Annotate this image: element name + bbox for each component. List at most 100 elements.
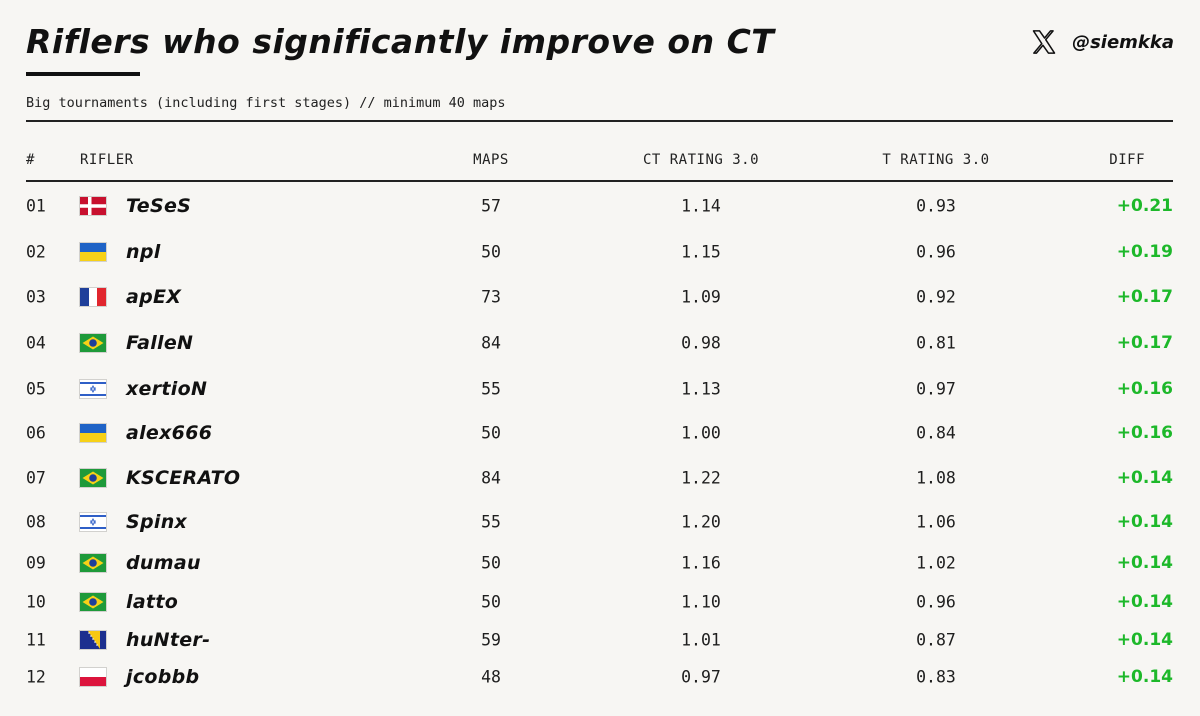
ct-rating-cell: 1.14 <box>681 196 721 216</box>
ct-rating-cell: 1.01 <box>681 630 721 650</box>
rank-cell: 09 <box>26 553 46 573</box>
diff-cell: +0.17 <box>1116 333 1173 353</box>
israel-flag-icon <box>80 512 106 531</box>
brazil-flag-icon <box>80 468 106 487</box>
table-row: 03 apEX 73 1.09 0.92 +0.17 <box>26 274 1173 320</box>
player-cell: jcobbb <box>80 666 199 688</box>
player-cell: dumau <box>80 552 201 574</box>
ukraine-flag-icon <box>80 424 106 442</box>
player-cell: huNter- <box>80 629 210 651</box>
author-handle[interactable]: @siemkka <box>1072 31 1174 53</box>
player-cell: apEX <box>80 286 181 308</box>
rank-cell: 04 <box>26 333 46 353</box>
diff-cell: +0.21 <box>1116 196 1173 216</box>
table-row: 02 npl 50 1.15 0.96 +0.19 <box>26 230 1173 274</box>
player-name: dumau <box>126 552 201 574</box>
player-cell: FalleN <box>80 332 193 354</box>
subtitle: Big tournaments (including first stages)… <box>26 95 506 111</box>
column-header-ct-rating: CT RATING 3.0 <box>642 152 760 168</box>
ct-rating-cell: 1.00 <box>681 423 721 443</box>
diff-cell: +0.17 <box>1116 287 1173 307</box>
column-header-maps: MAPS <box>473 152 509 168</box>
brazil-flag-icon <box>80 593 106 611</box>
table-row: 12 jcobbb 48 0.97 0.83 +0.14 <box>26 659 1173 695</box>
ct-rating-cell: 1.13 <box>681 379 721 398</box>
t-rating-cell: 1.08 <box>916 468 956 487</box>
table-row: 07 KSCERATO 84 1.22 1.08 +0.14 <box>26 455 1173 500</box>
rank-cell: 02 <box>26 242 46 262</box>
diff-cell: +0.14 <box>1116 592 1173 612</box>
maps-cell: 50 <box>481 242 501 262</box>
diff-cell: +0.16 <box>1116 423 1173 443</box>
maps-cell: 50 <box>481 553 501 573</box>
t-rating-cell: 0.84 <box>916 423 956 443</box>
rank-cell: 06 <box>26 423 46 443</box>
bosnia-flag-icon <box>80 631 106 649</box>
table-row: 05 xertioN 55 1.13 0.97 +0.16 <box>26 366 1173 411</box>
table-row: 04 FalleN 84 0.98 0.81 +0.17 <box>26 320 1173 366</box>
diff-cell: +0.14 <box>1116 511 1173 532</box>
t-rating-cell: 0.83 <box>916 667 956 687</box>
rank-cell: 05 <box>26 379 46 398</box>
player-cell: Spinx <box>80 511 187 533</box>
t-rating-cell: 1.02 <box>916 553 956 573</box>
header-divider <box>26 180 1173 182</box>
player-name: KSCERATO <box>126 466 241 489</box>
column-header-rank: # <box>26 152 35 168</box>
maps-cell: 57 <box>481 196 501 216</box>
brand: @siemkka <box>1030 28 1174 56</box>
rank-cell: 01 <box>26 196 46 216</box>
t-rating-cell: 0.92 <box>916 287 956 307</box>
table-row: 11 huNter- 59 1.01 0.87 +0.14 <box>26 621 1173 659</box>
column-header-diff: DIFF <box>1109 152 1145 168</box>
table-header: # RIFLER MAPS CT RATING 3.0 T RATING 3.0… <box>26 140 1173 180</box>
maps-cell: 48 <box>481 667 501 687</box>
player-name: FalleN <box>126 332 194 354</box>
x-logo-icon <box>1032 30 1056 54</box>
ct-rating-cell: 1.10 <box>681 592 721 612</box>
player-name: Spinx <box>126 510 188 533</box>
t-rating-cell: 0.87 <box>916 630 956 650</box>
maps-cell: 50 <box>481 592 501 612</box>
title-underline <box>26 72 140 76</box>
brazil-flag-icon <box>80 554 106 572</box>
table-row: 09 dumau 50 1.16 1.02 +0.14 <box>26 543 1173 583</box>
maps-cell: 55 <box>481 379 501 398</box>
player-name: alex666 <box>126 422 213 444</box>
ct-rating-cell: 1.22 <box>681 468 721 487</box>
rank-cell: 11 <box>26 630 46 650</box>
maps-cell: 55 <box>481 512 501 531</box>
t-rating-cell: 0.97 <box>916 379 956 398</box>
player-cell: alex666 <box>80 422 212 444</box>
brazil-flag-icon <box>80 334 106 352</box>
ct-rating-cell: 0.97 <box>681 667 721 687</box>
ct-rating-cell: 1.16 <box>681 553 721 573</box>
maps-cell: 50 <box>481 423 501 443</box>
maps-cell: 84 <box>481 468 501 487</box>
ukraine-flag-icon <box>80 243 106 261</box>
player-name: huNter- <box>126 629 211 651</box>
t-rating-cell: 0.96 <box>916 592 956 612</box>
diff-cell: +0.14 <box>1116 630 1173 650</box>
player-cell: npl <box>80 241 161 263</box>
rank-cell: 08 <box>26 512 46 531</box>
rank-cell: 10 <box>26 592 46 612</box>
diff-cell: +0.14 <box>1116 553 1173 573</box>
player-name: apEX <box>126 286 182 308</box>
rankings-table: # RIFLER MAPS CT RATING 3.0 T RATING 3.0… <box>26 140 1173 695</box>
t-rating-cell: 0.93 <box>916 196 956 216</box>
t-rating-cell: 1.06 <box>916 512 956 531</box>
maps-cell: 73 <box>481 287 501 307</box>
israel-flag-icon <box>80 379 106 398</box>
player-cell: xertioN <box>80 378 207 400</box>
table-row: 06 alex666 50 1.00 0.84 +0.16 <box>26 411 1173 455</box>
diff-cell: +0.14 <box>1116 467 1173 488</box>
diff-cell: +0.14 <box>1116 667 1173 687</box>
divider <box>26 120 1173 122</box>
player-cell: KSCERATO <box>80 467 240 489</box>
ct-rating-cell: 1.15 <box>681 242 721 262</box>
player-name: TeSeS <box>126 195 192 217</box>
table-row: 01 TeSeS 57 1.14 0.93 +0.21 <box>26 182 1173 230</box>
t-rating-cell: 0.81 <box>916 333 956 353</box>
player-name: npl <box>126 241 161 263</box>
